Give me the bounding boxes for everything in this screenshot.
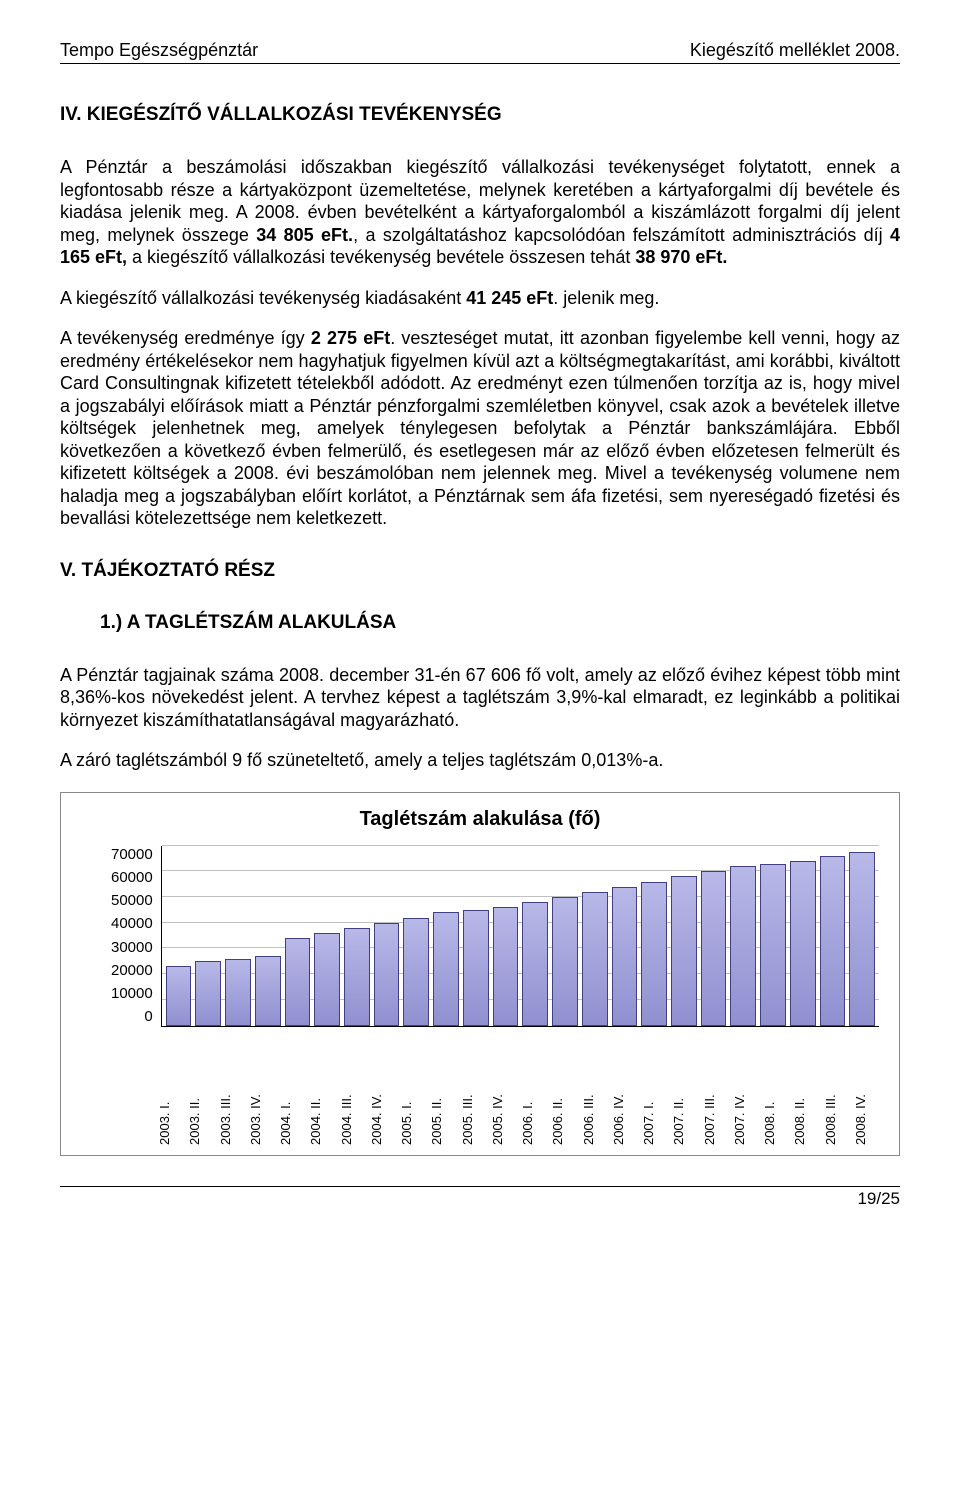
x-tick-label: 2003. III. bbox=[218, 1090, 244, 1145]
x-tick-label: 2008. II. bbox=[792, 1090, 818, 1145]
text-run: , a szolgáltatáshoz kapcsolódóan felszám… bbox=[353, 225, 890, 245]
section-4-para-1: A Pénztár a beszámolási időszakban kiegé… bbox=[60, 156, 900, 269]
x-tick-label: 2003. I. bbox=[157, 1090, 183, 1145]
x-tick-label: 2006. I. bbox=[520, 1090, 546, 1145]
membership-chart: Taglétszám alakulása (fő) 70000 60000 5000… bbox=[60, 792, 900, 1156]
x-tick-label: 2004. I. bbox=[278, 1090, 304, 1145]
bar bbox=[166, 966, 192, 1025]
y-tick-label: 30000 bbox=[111, 939, 153, 956]
section-5-para-1: A Pénztár tagjainak száma 2008. december… bbox=[60, 664, 900, 732]
section-5-para-2: A záró taglétszámból 9 fő szüneteltető, … bbox=[60, 749, 900, 772]
bar bbox=[760, 864, 786, 1026]
bar bbox=[344, 928, 370, 1026]
x-tick-label: 2008. I. bbox=[762, 1090, 788, 1145]
bar bbox=[374, 923, 400, 1026]
section-5-sub-1: 1.) A TAGLÉTSZÁM ALAKULÁSA bbox=[100, 612, 900, 634]
text-run: a kiegészítő vállalkozási tevékenység be… bbox=[127, 247, 635, 267]
chart-x-axis: 2003. I.2003. II.2003. III.2003. IV.2004… bbox=[157, 1090, 879, 1145]
bar bbox=[433, 912, 459, 1025]
bar bbox=[701, 871, 727, 1025]
y-tick-label: 10000 bbox=[111, 985, 153, 1002]
bar bbox=[790, 861, 816, 1026]
section-4-para-3: A tevékenység eredménye így 2 275 eFt. v… bbox=[60, 327, 900, 530]
x-tick-label: 2006. III. bbox=[581, 1090, 607, 1145]
bar bbox=[552, 897, 578, 1026]
section-4-title: IV. KIEGÉSZÍTŐ VÁLLALKOZÁSI TEVÉKENYSÉG bbox=[60, 104, 900, 126]
text-run: . veszteséget mutat, itt azonban figyele… bbox=[60, 328, 900, 528]
page-header: Tempo Egészségpénztár Kiegészítő mellékl… bbox=[60, 40, 900, 64]
bar bbox=[225, 959, 251, 1026]
bar bbox=[849, 852, 875, 1026]
bar bbox=[641, 882, 667, 1026]
x-tick-label: 2004. IV. bbox=[369, 1090, 395, 1145]
amount-1: 34 805 eFt. bbox=[256, 225, 353, 245]
y-tick-label: 20000 bbox=[111, 962, 153, 979]
header-left: Tempo Egészségpénztár bbox=[60, 40, 258, 61]
x-tick-label: 2007. I. bbox=[641, 1090, 667, 1145]
x-tick-label: 2005. III. bbox=[460, 1090, 486, 1145]
x-tick-label: 2004. III. bbox=[339, 1090, 365, 1145]
x-tick-label: 2004. II. bbox=[308, 1090, 334, 1145]
page-footer: 19/25 bbox=[60, 1186, 900, 1209]
x-tick-label: 2005. II. bbox=[429, 1090, 455, 1145]
bar bbox=[820, 856, 846, 1026]
bar bbox=[285, 938, 311, 1025]
section-5-title: V. TÁJÉKOZTATÓ RÉSZ bbox=[60, 560, 900, 582]
y-tick-label: 40000 bbox=[111, 915, 153, 932]
x-tick-label: 2005. I. bbox=[399, 1090, 425, 1145]
chart-plot bbox=[161, 846, 879, 1027]
amount-5: 2 275 eFt bbox=[311, 328, 390, 348]
chart-bars bbox=[166, 846, 875, 1026]
amount-4: 41 245 eFt bbox=[466, 288, 553, 308]
y-tick-label: 0 bbox=[144, 1008, 152, 1025]
header-right: Kiegészítő melléklet 2008. bbox=[690, 40, 900, 61]
chart-area: 70000 60000 50000 40000 30000 20000 10000 0 bbox=[111, 846, 879, 1086]
page-number: 19/25 bbox=[857, 1189, 900, 1208]
bar bbox=[671, 876, 697, 1025]
x-tick-label: 2006. IV. bbox=[611, 1090, 637, 1145]
x-tick-label: 2006. II. bbox=[550, 1090, 576, 1145]
bar bbox=[195, 961, 221, 1025]
text-run: A kiegészítő vállalkozási tevékenység ki… bbox=[60, 288, 466, 308]
bar bbox=[493, 907, 519, 1025]
y-tick-label: 60000 bbox=[111, 869, 153, 886]
bar bbox=[730, 866, 756, 1025]
chart-y-axis: 70000 60000 50000 40000 30000 20000 10000 0 bbox=[111, 846, 161, 1026]
text-run: . jelenik meg. bbox=[553, 288, 659, 308]
chart-title: Taglétszám alakulása (fő) bbox=[81, 808, 879, 831]
bar bbox=[463, 910, 489, 1026]
bar bbox=[403, 918, 429, 1026]
x-tick-label: 2008. IV. bbox=[853, 1090, 879, 1145]
x-tick-label: 2008. III. bbox=[823, 1090, 849, 1145]
bar bbox=[612, 887, 638, 1026]
x-tick-label: 2005. IV. bbox=[490, 1090, 516, 1145]
x-tick-label: 2003. II. bbox=[187, 1090, 213, 1145]
document-page: Tempo Egészségpénztár Kiegészítő mellékl… bbox=[0, 0, 960, 1239]
x-tick-label: 2007. II. bbox=[671, 1090, 697, 1145]
bar bbox=[255, 956, 281, 1025]
x-tick-label: 2003. IV. bbox=[248, 1090, 274, 1145]
section-4-para-2: A kiegészítő vállalkozási tevékenység ki… bbox=[60, 287, 900, 310]
text-run: A tevékenység eredménye így bbox=[60, 328, 311, 348]
x-tick-label: 2007. III. bbox=[702, 1090, 728, 1145]
y-tick-label: 50000 bbox=[111, 892, 153, 909]
y-tick-label: 70000 bbox=[111, 846, 153, 863]
bar bbox=[522, 902, 548, 1025]
bar bbox=[582, 892, 608, 1026]
bar bbox=[314, 933, 340, 1026]
amount-3: 38 970 eFt. bbox=[635, 247, 727, 267]
x-tick-label: 2007. IV. bbox=[732, 1090, 758, 1145]
